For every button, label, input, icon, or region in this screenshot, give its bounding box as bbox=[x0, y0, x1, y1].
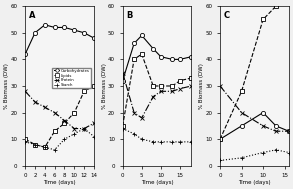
Text: C: C bbox=[224, 11, 230, 20]
Text: A: A bbox=[29, 11, 35, 20]
Y-axis label: % Biomass (DW): % Biomass (DW) bbox=[199, 63, 204, 109]
Y-axis label: % Biomass (DW): % Biomass (DW) bbox=[102, 63, 107, 109]
Y-axis label: % Biomass (DW): % Biomass (DW) bbox=[4, 63, 9, 109]
Legend: Carbohydrates, Lipids, Protein, Starch: Carbohydrates, Lipids, Protein, Starch bbox=[52, 68, 91, 88]
X-axis label: Time (days): Time (days) bbox=[141, 180, 173, 185]
Text: B: B bbox=[126, 11, 132, 20]
X-axis label: Time (days): Time (days) bbox=[43, 180, 76, 185]
X-axis label: Time (days): Time (days) bbox=[238, 180, 271, 185]
